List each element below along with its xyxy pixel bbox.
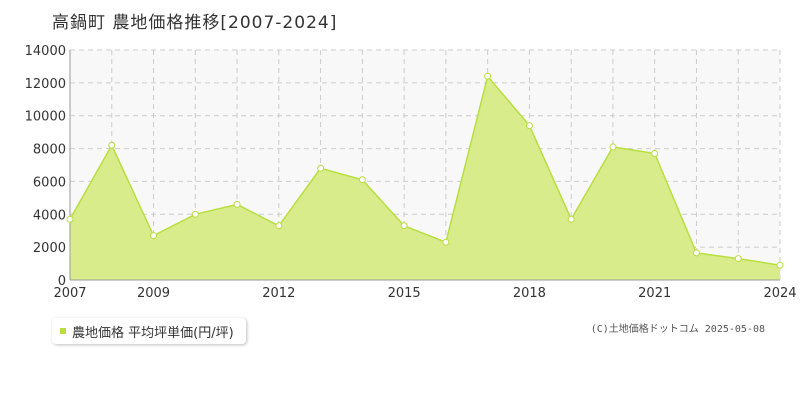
series-line bbox=[69, 74, 781, 266]
data-point bbox=[191, 210, 199, 218]
data-point bbox=[484, 72, 492, 80]
data-point bbox=[108, 141, 116, 149]
y-tick-label: 8000 bbox=[33, 143, 66, 158]
data-point bbox=[525, 122, 533, 130]
data-point bbox=[275, 222, 283, 230]
y-tick-label: 12000 bbox=[25, 77, 66, 92]
data-point bbox=[233, 200, 241, 208]
x-tick-label: 2007 bbox=[53, 286, 86, 301]
data-point bbox=[400, 222, 408, 230]
series-area bbox=[70, 76, 780, 281]
data-point bbox=[358, 176, 366, 184]
y-tick-label: 14000 bbox=[25, 44, 66, 59]
x-tick-label: 2018 bbox=[513, 286, 546, 301]
x-tick-label: 2015 bbox=[388, 286, 421, 301]
y-tick-label: 4000 bbox=[33, 208, 66, 223]
data-point bbox=[567, 215, 575, 223]
x-tick-label: 2024 bbox=[763, 286, 796, 301]
y-tick-label: 6000 bbox=[33, 175, 66, 190]
data-point bbox=[442, 238, 450, 246]
data-point bbox=[317, 164, 325, 172]
y-tick-label: 10000 bbox=[25, 110, 66, 125]
x-tick-label: 2009 bbox=[137, 286, 170, 301]
legend-label: 農地価格 平均坪単価(円/坪) bbox=[72, 325, 234, 341]
data-point bbox=[150, 232, 158, 240]
legend-swatch bbox=[60, 328, 66, 334]
chart-title: 高鍋町 農地価格推移[2007-2024] bbox=[52, 13, 338, 33]
data-point bbox=[651, 150, 659, 157]
legend: 農地価格 平均坪単価(円/坪) bbox=[52, 318, 246, 344]
y-tick-label: 0 bbox=[58, 274, 66, 289]
data-point bbox=[609, 143, 617, 151]
x-tick-label: 2012 bbox=[262, 286, 295, 301]
data-point bbox=[692, 249, 700, 257]
data-point bbox=[66, 215, 74, 223]
copyright-credit: (C)土地価格ドットコム 2025-05-08 bbox=[590, 324, 765, 335]
x-tick-label: 2021 bbox=[638, 286, 671, 301]
y-tick-label: 2000 bbox=[33, 241, 66, 256]
data-point bbox=[776, 261, 784, 269]
data-point bbox=[734, 255, 742, 263]
